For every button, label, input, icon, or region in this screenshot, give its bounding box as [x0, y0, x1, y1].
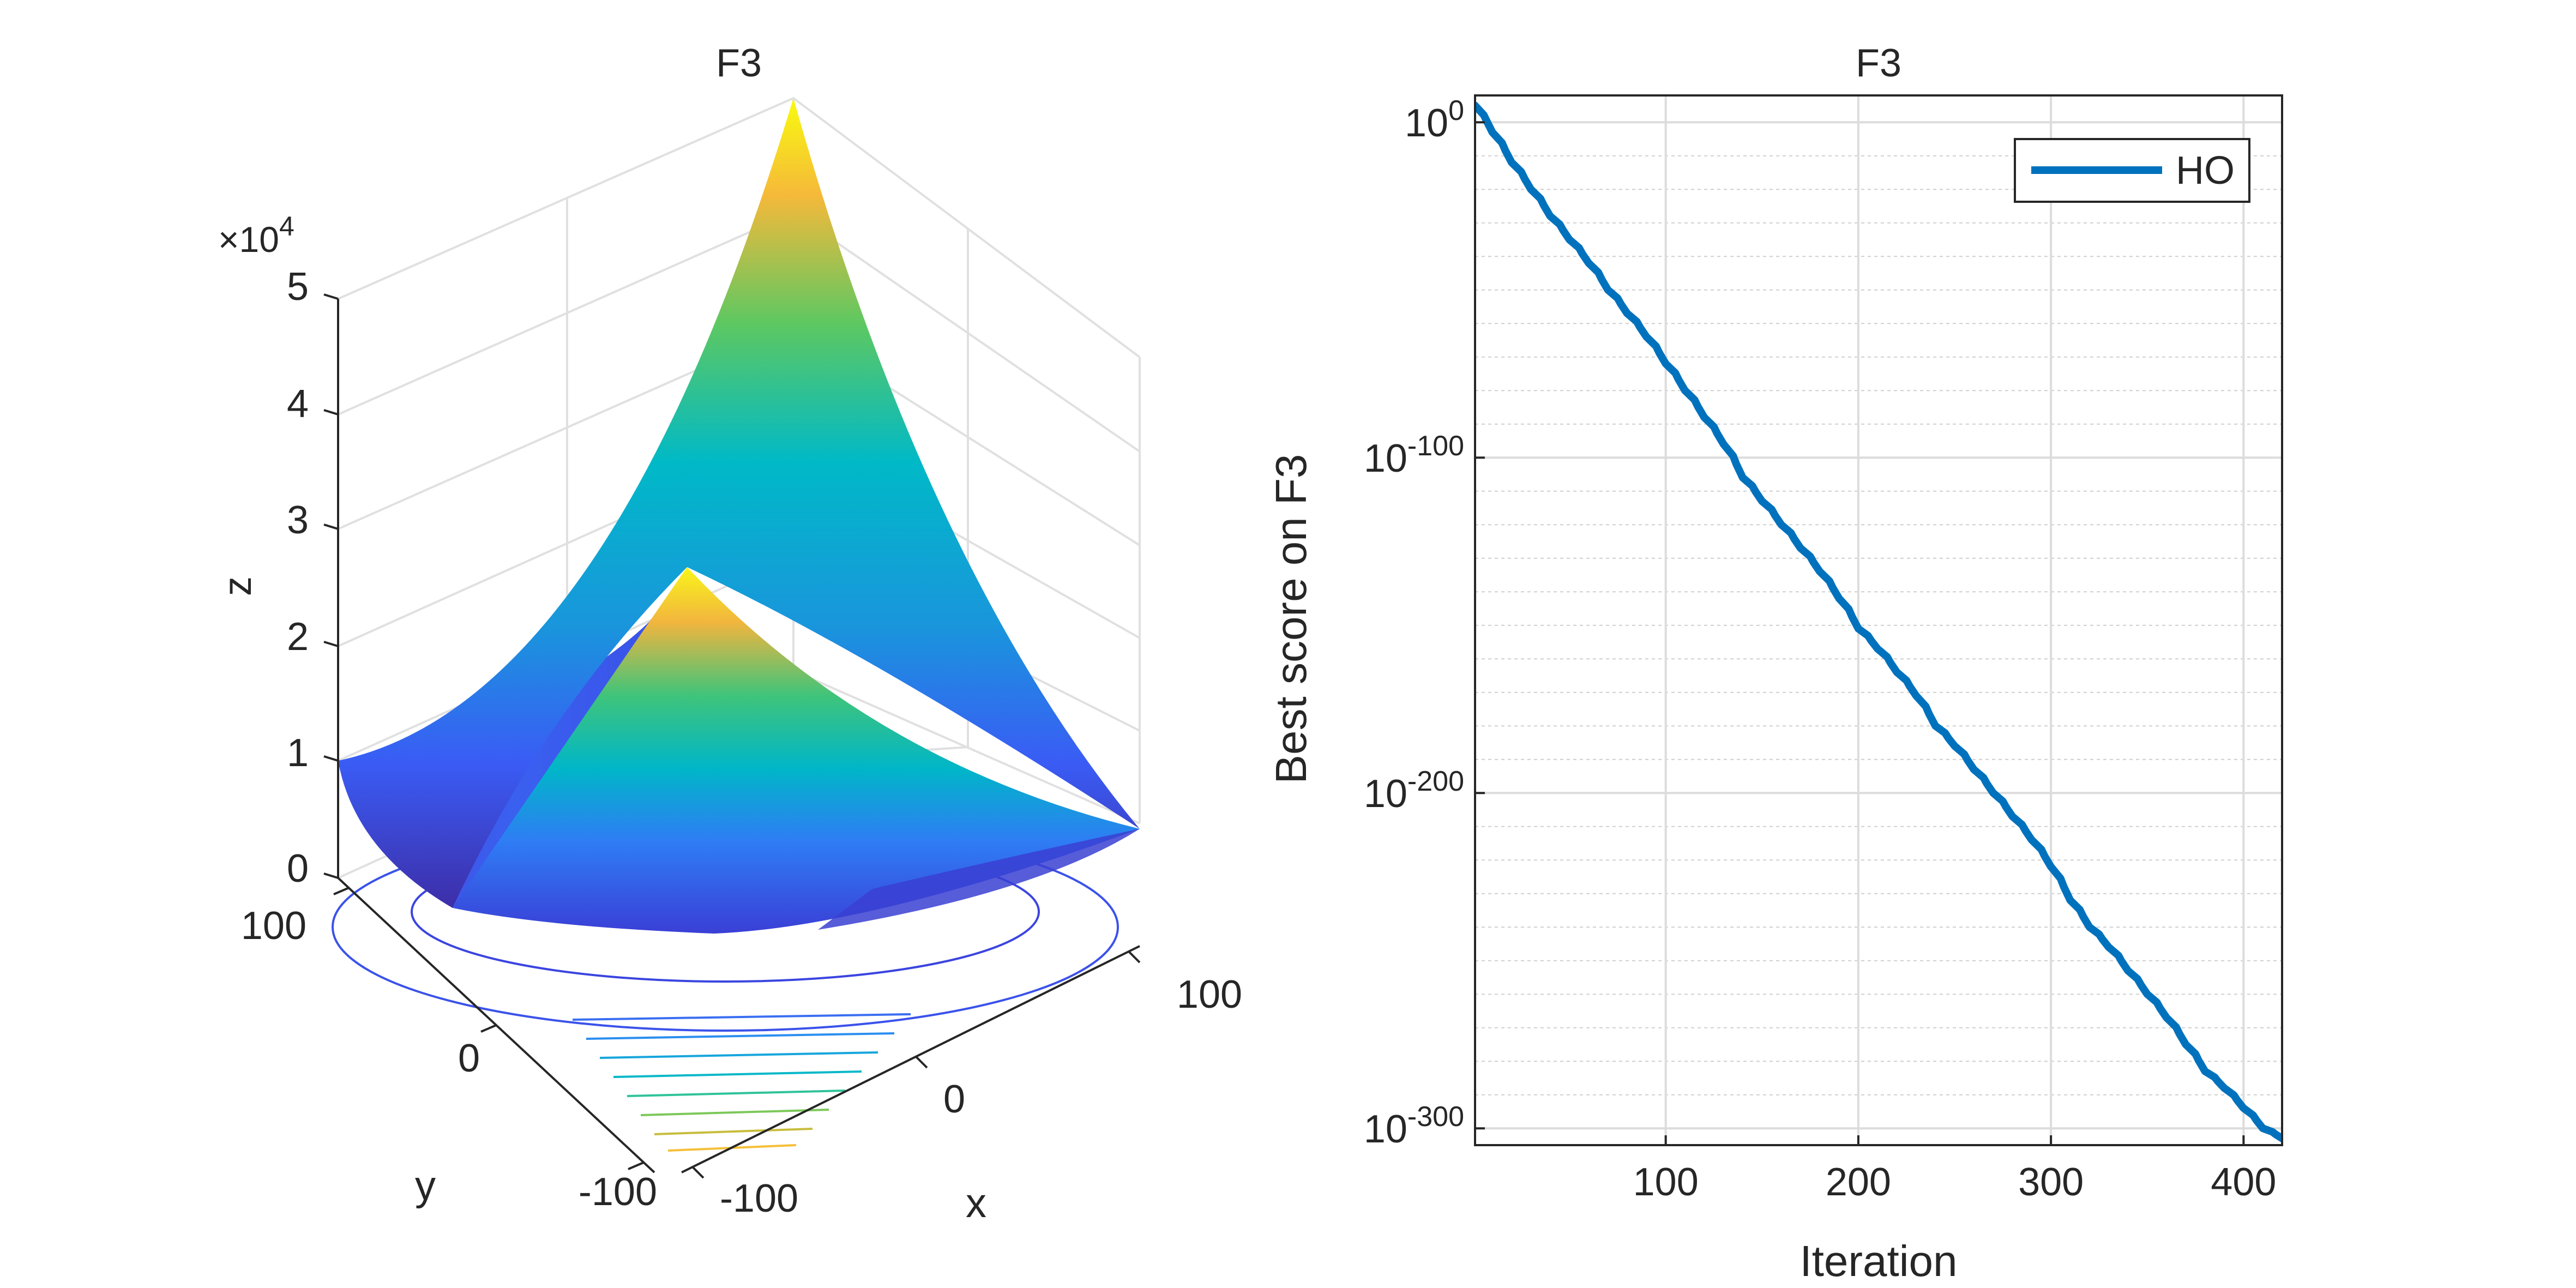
y-tick-label: 10-200	[1364, 766, 1464, 816]
z-tick-label: 2	[287, 615, 309, 659]
z-tick-label: 4	[287, 382, 309, 426]
surface-back-face	[338, 98, 1140, 908]
z-axis-label: z	[216, 576, 260, 596]
x-tick-label: 200	[1826, 1160, 1891, 1204]
x3d-axis-label: x	[966, 1180, 986, 1226]
z-exponent: ×104	[218, 211, 294, 260]
surface-chart: F3	[216, 41, 1242, 1226]
x-tick-label: 400	[2211, 1160, 2276, 1204]
contour-line	[599, 1051, 878, 1059]
plot-box	[1474, 94, 2283, 1146]
x-tick-label: 100	[1633, 1160, 1699, 1204]
z-tick-labels: 0 1 2 3 4 5	[287, 265, 309, 890]
y3d-tick-labels: 100 0 -100	[241, 904, 657, 1214]
surface-axes	[323, 293, 1141, 1179]
series-line-ho	[1475, 101, 2282, 1142]
z-tick-label: 3	[287, 498, 309, 542]
contour-line	[572, 1013, 911, 1021]
z-exponent-power: 4	[279, 211, 294, 242]
contour-line	[627, 1090, 846, 1097]
x3d-tick-label: 0	[943, 1078, 965, 1121]
y3d-tick-label: 100	[241, 904, 306, 948]
surface-front-face	[453, 567, 1140, 934]
legend-label-ho: HO	[2176, 149, 2235, 192]
y-ticks: 100 10-100 10-200 10-300	[1364, 95, 1485, 1151]
line-y-axis-label: Best score on F3	[1267, 454, 1315, 784]
surface-title: F3	[716, 41, 762, 85]
contour-line	[654, 1128, 813, 1135]
contour-line	[586, 1032, 895, 1040]
contour-line	[640, 1109, 829, 1116]
y3d-axis-label: y	[415, 1163, 436, 1209]
y-tick-label: 10-100	[1364, 430, 1464, 480]
x-tick-label: 300	[2018, 1160, 2084, 1204]
z-tick-label: 5	[287, 265, 309, 309]
z-tick-label: 0	[287, 847, 309, 890]
y3d-tick-label: -100	[579, 1170, 657, 1214]
legend: HO	[2014, 138, 2250, 203]
contour-line	[613, 1070, 862, 1078]
y-tick-label: 10-300	[1364, 1101, 1464, 1151]
line-chart: F3 100 200 300 400 100 10-100 10-200 10-300 It…	[1267, 41, 2283, 1285]
x3d-tick-label: 100	[1177, 973, 1242, 1016]
major-grid	[1475, 95, 2282, 1145]
y3d-tick-label: 0	[458, 1037, 480, 1080]
x3d-tick-labels: -100 0 100	[720, 973, 1242, 1220]
surface-right-face	[818, 829, 1140, 930]
z-exponent-base: ×10	[218, 219, 279, 260]
line-title: F3	[1856, 41, 1901, 85]
series-layer	[1475, 101, 2282, 1142]
x3d-tick-label: -100	[720, 1177, 798, 1220]
plot-area	[1475, 95, 2282, 1145]
line-x-axis-label: Iteration	[1799, 1237, 1957, 1285]
y-tick-label: 100	[1405, 95, 1464, 145]
surface-mesh	[338, 98, 1140, 934]
x-ticks: 100 200 300 400	[1633, 1135, 2276, 1204]
z-tick-label: 1	[287, 731, 309, 775]
